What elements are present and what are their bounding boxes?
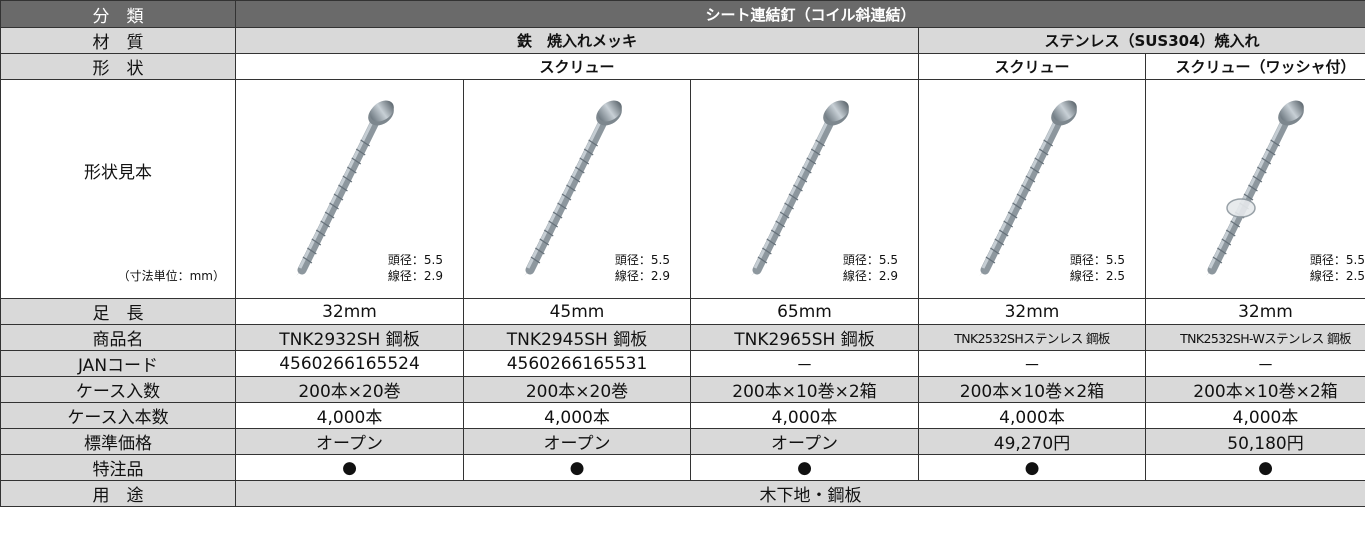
row-label: 特注品: [0, 454, 236, 481]
header-row: 分 類 シート連結釘（コイル斜連結）: [0, 0, 1365, 28]
sample-cell: 頭径：5.5 線径：2.9: [463, 79, 691, 299]
data-cell: ●: [1145, 454, 1365, 481]
cell-box: 頭径：5.5 線径：2.5: [1147, 81, 1365, 298]
head-diameter: 頭径：5.5: [1069, 253, 1125, 267]
wire-diameter: 線径：2.9: [614, 269, 670, 283]
row-label: 形 状: [0, 53, 236, 80]
data-cell: TNK2532SHステンレス 鋼板: [918, 324, 1146, 351]
data-cell: ●: [463, 454, 691, 481]
data-cell: 32mm: [918, 298, 1146, 325]
data-cell: 4,000本: [1145, 402, 1365, 429]
row-label: 足 長: [0, 298, 236, 325]
cell-box: 頭径：5.5 線径：2.5: [920, 81, 1145, 298]
row-label: 形状見本: [84, 163, 152, 183]
wire-diameter: 線径：2.9: [387, 269, 443, 283]
wire-diameter: 線径：2.9: [842, 269, 898, 283]
nail-image: [296, 100, 394, 276]
head-diameter: 頭径：5.5: [387, 253, 443, 267]
head-diameter: 頭径：5.5: [614, 253, 670, 267]
head-diameter: 頭径：5.5: [1309, 253, 1365, 267]
wire-diameter: 線径：2.5: [1069, 269, 1125, 283]
cell-box: 頭径：5.5 線径：2.9: [237, 81, 463, 298]
sample-cell: 頭径：5.5 線径：2.9: [235, 79, 464, 299]
row-label: ケース入本数: [0, 402, 236, 429]
data-cell: TNK2945SH 鋼板: [463, 324, 691, 351]
shape-group: スクリュー: [918, 53, 1146, 80]
data-cell: 200本×10巻×2箱: [690, 376, 919, 403]
data-cell: 49,270円: [918, 428, 1146, 455]
data-cell: －: [1145, 350, 1365, 377]
cell-box: 頭径：5.5 線径：2.9: [465, 81, 690, 298]
row-label: 材 質: [0, 27, 236, 54]
data-cell: ●: [918, 454, 1146, 481]
data-row: 商品名 TNK2932SH 鋼板 TNK2945SH 鋼板 TNK2965SH 鋼板 T…: [0, 324, 1365, 351]
data-cell: 50,180円: [1145, 428, 1365, 455]
wire-diameter: 線径：2.5: [1309, 269, 1365, 283]
data-cell: ●: [235, 454, 464, 481]
data-cell: 200本×20巻: [463, 376, 691, 403]
data-cell: 200本×10巻×2箱: [1145, 376, 1365, 403]
data-cell: 45mm: [463, 298, 691, 325]
sample-row: 形状見本 （寸法単位：mm） 頭径：5.5 線径：2.9 頭径：5.5 線径：2.9…: [0, 79, 1365, 299]
data-cell: オープン: [463, 428, 691, 455]
sample-cell: 頭径：5.5 線径：2.5: [918, 79, 1146, 299]
row-label: 用 途: [0, 480, 236, 507]
usage-row: 用 途木下地・鋼板: [0, 480, 1365, 507]
sample-label-cell: 形状見本 （寸法単位：mm）: [0, 79, 236, 299]
table-body: 分 類 シート連結釘（コイル斜連結） 材 質 鉄 焼入れメッキ ステンレス（SU…: [0, 0, 1365, 507]
data-cell: 4,000本: [235, 402, 464, 429]
row-label: ケース入数: [0, 376, 236, 403]
data-cell: 200本×10巻×2箱: [918, 376, 1146, 403]
data-row: 標準価格 オープン オープン オープン 49,270円 50,180円: [0, 428, 1365, 455]
data-cell: オープン: [235, 428, 464, 455]
sample-cell: 頭径：5.5 線径：2.5: [1145, 79, 1365, 299]
material-row: 材 質 鉄 焼入れメッキ ステンレス（SUS304）焼入れ: [0, 27, 1365, 54]
data-cell: 200本×20巻: [235, 376, 464, 403]
data-cell: ●: [690, 454, 919, 481]
data-row: 足 長 32mm 45mm 65mm 32mm 32mm: [0, 298, 1365, 325]
shape-group: スクリュー（ワッシャ付）: [1145, 53, 1365, 80]
row-label: 標準価格: [0, 428, 236, 455]
data-cell: 4560266165531: [463, 350, 691, 377]
header-label: 分 類: [0, 0, 236, 28]
nail-image: [979, 100, 1077, 276]
data-cell: TNK2532SH-Wステンレス 鋼板: [1145, 324, 1365, 351]
cell-box: 形状見本 （寸法単位：mm）: [2, 81, 235, 298]
data-cell: －: [918, 350, 1146, 377]
data-cell: 65mm: [690, 298, 919, 325]
nail-image: [751, 100, 849, 276]
unit-note: （寸法単位：mm）: [117, 269, 225, 283]
head-diameter: 頭径：5.5: [842, 253, 898, 267]
data-cell: TNK2932SH 鋼板: [235, 324, 464, 351]
spec-table: 分 類 シート連結釘（コイル斜連結） 材 質 鉄 焼入れメッキ ステンレス（SU…: [0, 0, 1365, 507]
data-row: JANコード 4560266165524 4560266165531 －－－: [0, 350, 1365, 377]
header-value: シート連結釘（コイル斜連結）: [235, 0, 1365, 28]
shape-group: スクリュー: [235, 53, 919, 80]
data-cell: 32mm: [235, 298, 464, 325]
cell-box: 頭径：5.5 線径：2.9: [692, 81, 918, 298]
nail-image: [524, 100, 622, 276]
data-row: 特注品 ● ● ● ● ●: [0, 454, 1365, 481]
data-cell: 4,000本: [918, 402, 1146, 429]
nail-image: [1206, 100, 1304, 276]
data-cell: －: [690, 350, 919, 377]
data-cell: 4560266165524: [235, 350, 464, 377]
material-group: ステンレス（SUS304）焼入れ: [918, 27, 1365, 54]
data-row: ケース入数 200本×20巻 200本×20巻 200本×10巻×2箱 200本×10巻…: [0, 376, 1365, 403]
data-cell: TNK2965SH 鋼板: [690, 324, 919, 351]
row-label: 商品名: [0, 324, 236, 351]
material-group: 鉄 焼入れメッキ: [235, 27, 919, 54]
data-cell: 4,000本: [690, 402, 919, 429]
row-label: JANコード: [0, 350, 236, 377]
data-cell: 32mm: [1145, 298, 1365, 325]
shape-row: 形 状 スクリュー スクリュー スクリュー（ワッシャ付）: [0, 53, 1365, 80]
usage-value: 木下地・鋼板: [235, 480, 1365, 507]
data-row: ケース入本数 4,000本 4,000本 4,000本 4,000本 4,000本: [0, 402, 1365, 429]
data-cell: オープン: [690, 428, 919, 455]
data-cell: 4,000本: [463, 402, 691, 429]
sample-cell: 頭径：5.5 線径：2.9: [690, 79, 919, 299]
